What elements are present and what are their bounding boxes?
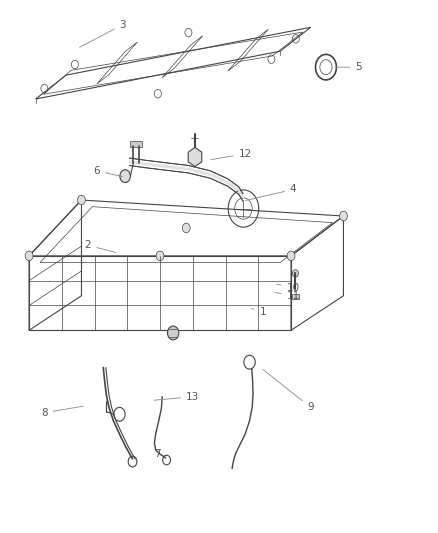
Circle shape bbox=[156, 251, 164, 261]
Text: 1: 1 bbox=[251, 306, 266, 317]
Text: 9: 9 bbox=[263, 369, 314, 413]
Circle shape bbox=[287, 251, 295, 261]
Text: 12: 12 bbox=[211, 149, 252, 160]
Text: 5: 5 bbox=[336, 62, 362, 72]
Bar bbox=[131, 141, 142, 148]
Text: 8: 8 bbox=[41, 406, 83, 418]
Circle shape bbox=[292, 270, 298, 277]
Text: 10: 10 bbox=[276, 283, 300, 293]
Circle shape bbox=[339, 211, 347, 221]
Text: 11: 11 bbox=[275, 290, 300, 301]
Bar bbox=[292, 294, 299, 299]
Text: 4: 4 bbox=[246, 184, 297, 200]
Text: 3: 3 bbox=[80, 20, 126, 47]
Circle shape bbox=[167, 326, 179, 340]
Text: 2: 2 bbox=[85, 240, 116, 253]
Polygon shape bbox=[188, 148, 202, 166]
Text: 13: 13 bbox=[154, 392, 199, 402]
Circle shape bbox=[25, 251, 33, 261]
Circle shape bbox=[78, 195, 85, 205]
Circle shape bbox=[182, 223, 190, 233]
Circle shape bbox=[120, 169, 131, 182]
Text: 6: 6 bbox=[93, 166, 122, 176]
Text: 7: 7 bbox=[155, 449, 161, 458]
